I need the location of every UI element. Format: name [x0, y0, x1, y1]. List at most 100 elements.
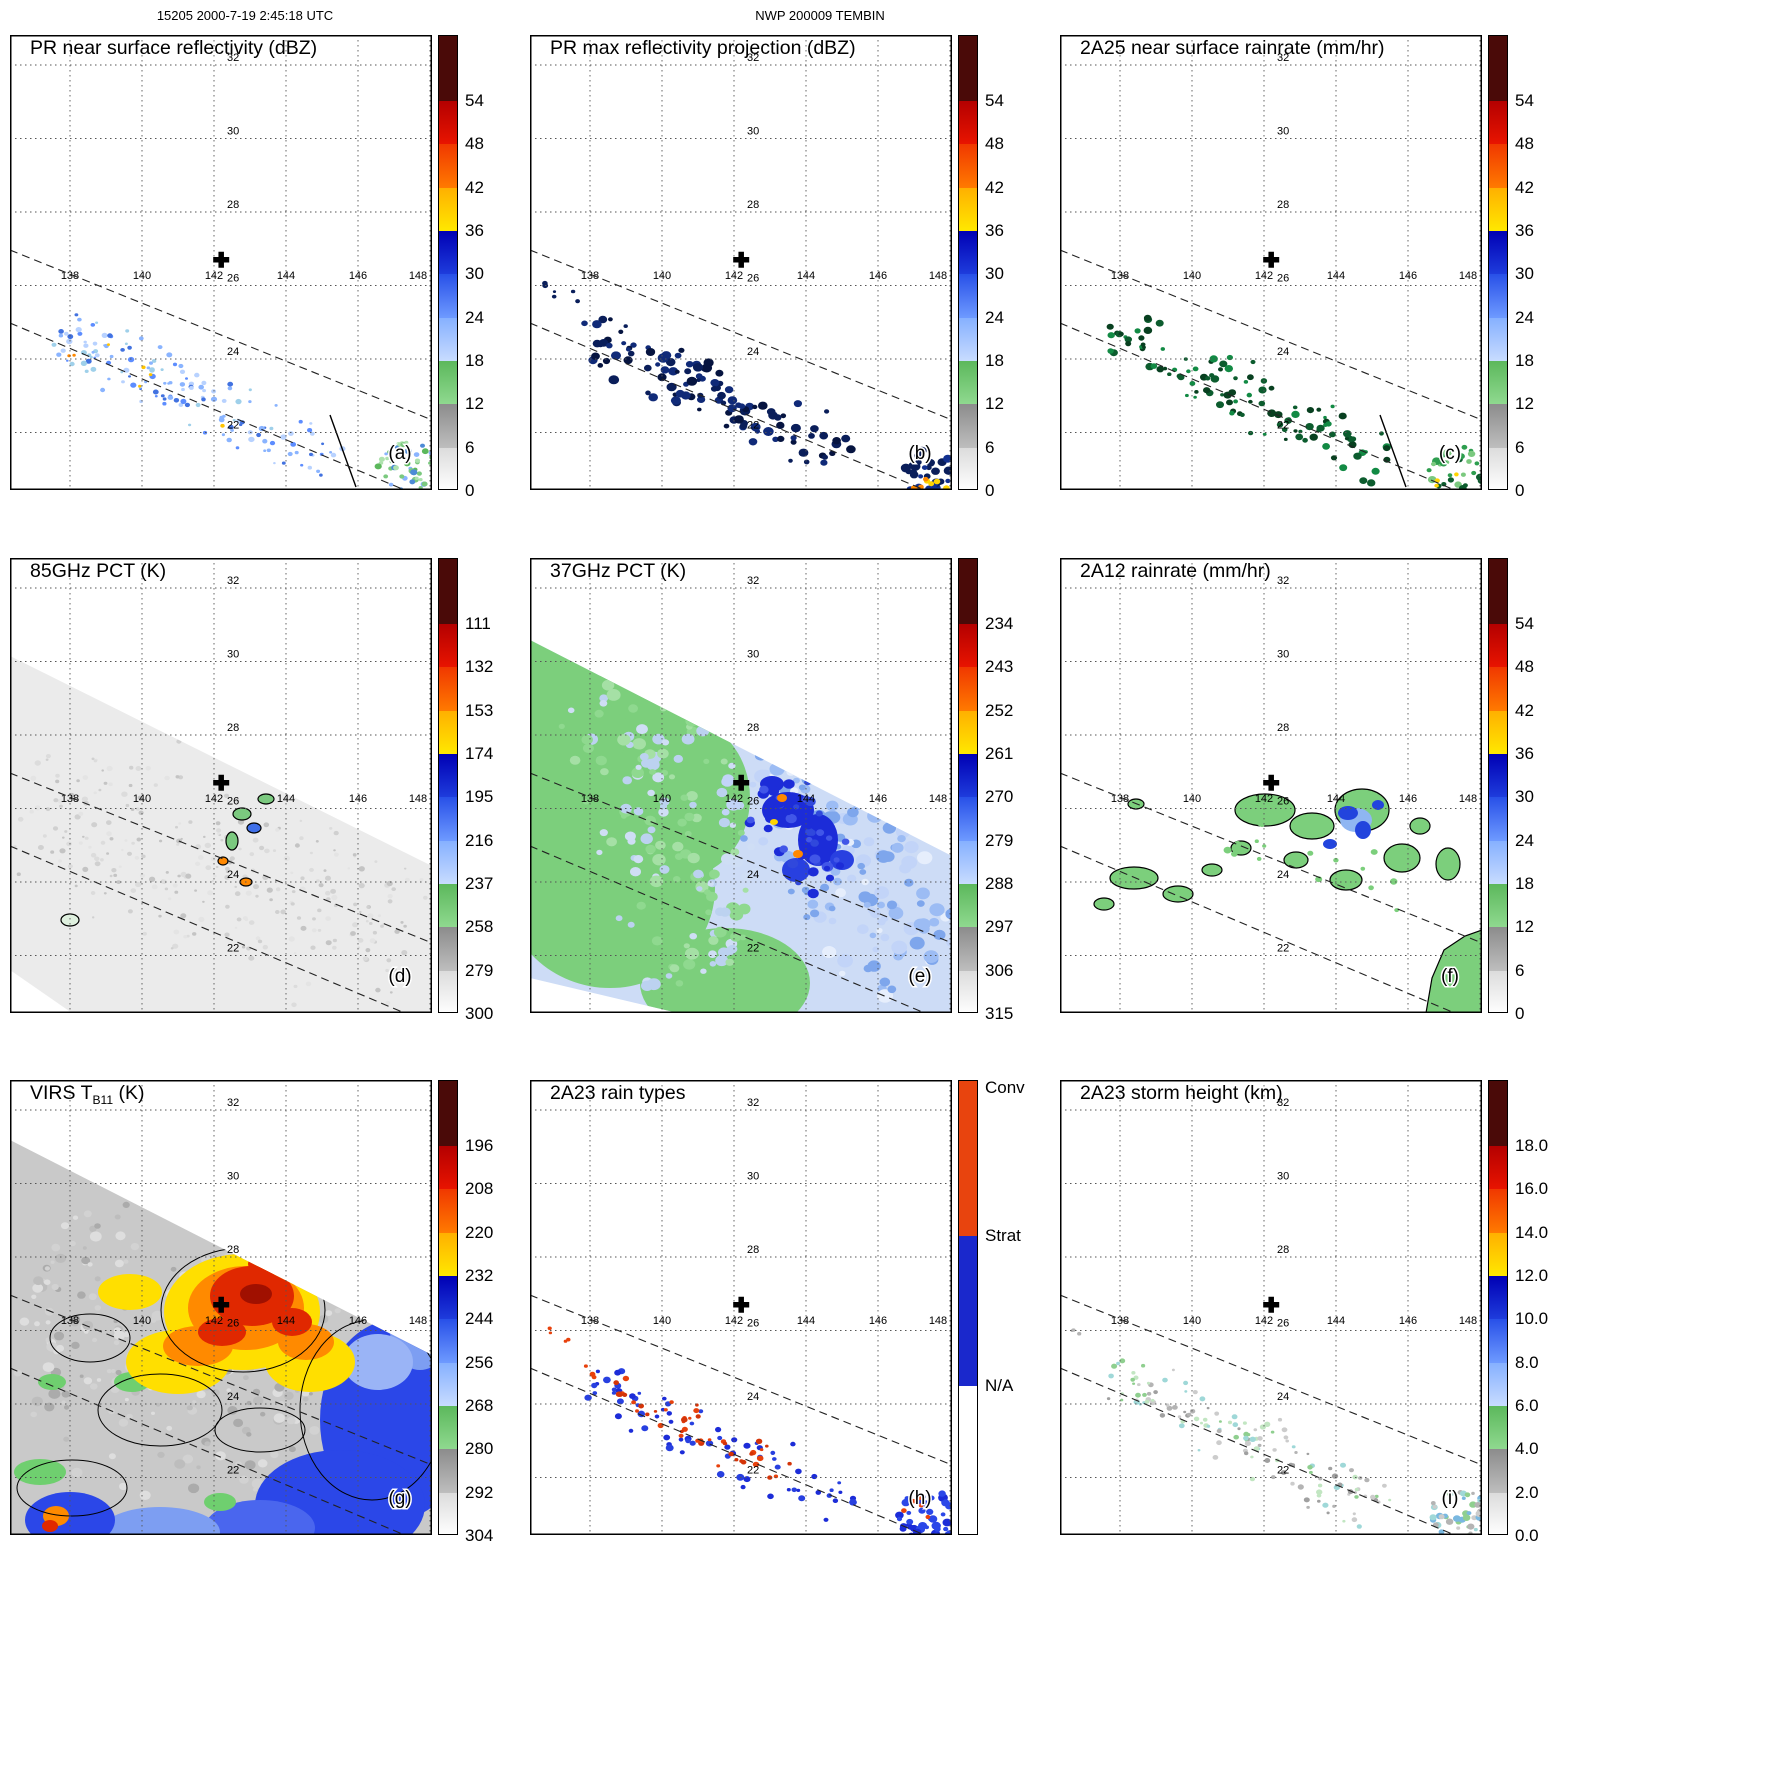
panel-letter: (d): [388, 966, 411, 987]
graticule: 138 140 142 144 146 148 32 30 28 26 24 22 (e): [530, 558, 952, 1013]
colorbar-a: [438, 35, 458, 490]
latitude-label: 32: [747, 52, 759, 64]
colorbar-tick-label: 232: [465, 1266, 494, 1285]
storm-center-cross: [1263, 1296, 1280, 1313]
colorbar-segment: [439, 710, 457, 754]
colorbar-segment: [1489, 1319, 1507, 1363]
colorbar-segment: [1489, 753, 1507, 798]
map-border: [10, 558, 432, 1013]
colorbar-segment: [959, 883, 977, 928]
colorbar-segment: [439, 1449, 457, 1493]
longitude-label: 140: [653, 270, 671, 282]
panel-title-f: 2A12 rainrate (mm/hr): [1080, 560, 1271, 583]
panel-i-map: 138 140 142 144 146 148 32 30 28 26 24 22 (i): [1060, 1080, 1482, 1535]
colorbar-segment: [1489, 144, 1507, 188]
longitude-label: 142: [725, 793, 743, 805]
longitude-label: 144: [797, 270, 815, 282]
colorbar-tick-label: 48: [465, 134, 484, 154]
map-border: [530, 558, 952, 1013]
swath-edge-line: [10, 249, 432, 421]
colorbar-tick-label: 0: [1515, 481, 1525, 500]
longitude-label: 138: [61, 1315, 79, 1327]
colorbar-segment: [439, 101, 457, 145]
colorbar-tick-label: 16.0: [1515, 1179, 1549, 1199]
graticule: 138 140 142 144 146 148 32 30 28 26 24 22 (a): [10, 35, 432, 490]
colorbar-segment: [1489, 1405, 1507, 1450]
map-border: [10, 1080, 432, 1535]
latitude-label: 32: [747, 1097, 759, 1109]
longitude-label: 140: [133, 270, 151, 282]
latitude-label: 28: [1277, 722, 1289, 734]
panel-b-map: 138 140 142 144 146 148 32 30 28 26 24 22 (b): [530, 35, 952, 490]
longitude-label: 146: [869, 270, 887, 282]
longitude-label: 140: [1183, 270, 1201, 282]
longitude-label: 148: [1459, 270, 1477, 282]
colorbar-segment: [439, 797, 457, 841]
panel-title-subscript: B11: [92, 1092, 114, 1107]
colorbar-segment: [1489, 624, 1507, 668]
panel-g: 138 140 142 144 146 148 32 30 28 26 24 22 (g) VIRS TB…: [10, 1080, 525, 1550]
latitude-label: 28: [1277, 1244, 1289, 1256]
colorbar-segment: [1489, 710, 1507, 754]
colorbar-tick-label: 36: [465, 221, 484, 240]
graticule: 138 140 142 144 146 148 32 30 28 26 24 22 (d): [10, 558, 432, 1013]
colorbar-segment: [959, 274, 977, 318]
colorbar-segment: [439, 360, 457, 405]
colorbar-d: [438, 558, 458, 1013]
data-layer-clipped: [13, 739, 432, 1008]
panel-a: 138 140 142 144 146 148 32 30 28 26 24 22 (a) PR near…: [10, 35, 525, 505]
panel-letter: (c): [1439, 443, 1461, 464]
colorbar-tick-label: 30: [1515, 264, 1534, 284]
swath-edge-line: [1060, 1294, 1482, 1466]
colorbar-tick-label: 36: [985, 221, 1004, 240]
panel-title-text: 2A23 storm height (km): [1080, 1082, 1283, 1104]
latitude-label: 32: [1277, 1097, 1289, 1109]
longitude-label: 142: [1255, 270, 1273, 282]
latitude-label: 32: [227, 52, 239, 64]
panel-letter: (f): [1441, 966, 1459, 987]
colorbar-segment: [1489, 883, 1507, 928]
colorbar-tick-label: 0: [1515, 1004, 1525, 1023]
colorbar-segment: [1489, 797, 1507, 841]
data-layer: [1070, 1328, 1482, 1535]
latitude-label: 26: [747, 1318, 759, 1330]
panel-title-i: 2A23 storm height (km): [1080, 1082, 1283, 1105]
colorbar-category-label: Strat: [985, 1225, 1021, 1245]
colorbar-segment: [1489, 1232, 1507, 1276]
colorbar-i: [1488, 1080, 1508, 1535]
map-border: [530, 35, 952, 490]
colorbar-segment: [959, 667, 977, 711]
latitude-label: 24: [747, 1391, 759, 1403]
colorbar-tick-label: 42: [465, 177, 484, 197]
latitude-label: 30: [747, 649, 759, 661]
colorbar-tick-label: 270: [985, 787, 1014, 807]
colorbar-segment: [959, 230, 977, 275]
colorbar-segment: [439, 559, 457, 624]
longitude-label: 144: [277, 1315, 295, 1327]
colorbar-h: [958, 1080, 978, 1535]
panel-title-text: 85GHz PCT (K): [30, 560, 167, 582]
colorbar-tick-label: 54: [1515, 91, 1534, 110]
longitude-label: 138: [61, 793, 79, 805]
longitude-label: 146: [349, 270, 367, 282]
panel-c: 138 140 142 144 146 148 32 30 28 26 24 22 (c) 2A25 ne…: [1060, 35, 1575, 505]
latitude-label: 22: [747, 1465, 759, 1477]
longitude-label: 142: [1255, 793, 1273, 805]
panel-letter: (i): [1442, 1488, 1459, 1509]
latitude-label: 30: [1277, 649, 1289, 661]
colorbar-tick-label: 18: [1515, 874, 1534, 893]
colorbar-segment: [1489, 840, 1507, 884]
colorbar-segment: [439, 1232, 457, 1276]
colorbar-tick-label: 252: [985, 700, 1014, 720]
colorbar-segment: [439, 1081, 457, 1146]
colorbar-segment: [1489, 447, 1507, 489]
colorbar-segment: [1489, 927, 1507, 971]
longitude-label: 142: [725, 1315, 743, 1327]
storm-center-cross: [733, 1296, 750, 1313]
latitude-label: 24: [747, 346, 759, 358]
colorbar-segment: [439, 1405, 457, 1450]
colorbar-tick-label: 315: [985, 1004, 1014, 1023]
latitude-label: 26: [227, 796, 239, 808]
colorbar-tick-label: 132: [465, 657, 494, 677]
colorbar-segment: [439, 274, 457, 318]
